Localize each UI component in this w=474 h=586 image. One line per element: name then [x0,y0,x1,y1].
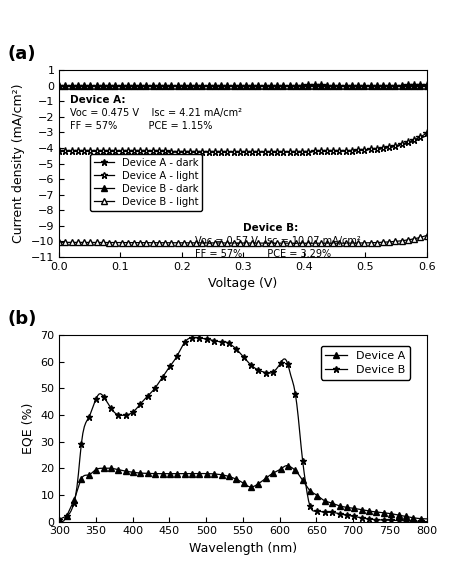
Y-axis label: EQE (%): EQE (%) [22,403,35,454]
Device A - dark [56,83,62,90]
Device A - dark [424,81,429,88]
Device A - light [118,148,124,155]
Device B [270,369,276,376]
Line: Device A - dark: Device A - dark [55,81,430,90]
X-axis label: Voltage (V): Voltage (V) [208,277,278,290]
Line: Device A - light: Device A - light [55,130,430,155]
Device A - light [175,148,181,155]
Device B - dark [287,82,292,89]
Device A - dark [162,83,168,90]
Device A [205,470,211,477]
Text: Voc = 0.57 V  Isc = 10.07 mA/cm²: Voc = 0.57 V Isc = 10.07 mA/cm² [195,236,361,246]
Legend: Device A, Device B: Device A, Device B [321,346,410,380]
Device B [424,518,429,525]
Device A [283,462,289,469]
Device B [210,337,216,344]
Device A - dark [118,83,124,90]
Device B [410,517,416,524]
Device B - light [162,239,168,246]
Device B - light [181,239,187,246]
Device B [117,411,123,418]
Device A - light [262,148,267,155]
Device A - light [162,148,168,155]
Device A [56,517,62,524]
Text: (a): (a) [8,45,36,63]
Text: (b): (b) [8,309,37,328]
Device A - light [424,130,429,137]
Device B - light [318,240,324,247]
Text: Device B:: Device B: [243,223,298,233]
Device B [205,336,211,343]
Device A [58,518,64,525]
Device A - light [150,148,155,155]
Device A - light [293,148,299,155]
Device B - dark [424,82,429,89]
Legend: Device A - dark, Device A - light, Device B - dark, Device B - light: Device A - dark, Device A - light, Devic… [90,154,202,211]
Device B - dark [356,82,361,89]
Device B - light [150,239,155,246]
Line: Device B - light: Device B - light [56,233,430,246]
Text: Device A:: Device A: [70,94,126,104]
Device B - light [424,232,429,239]
Device B [311,507,317,515]
Device A [424,515,429,522]
Line: Device A: Device A [56,463,429,524]
Device A - dark [318,81,324,88]
Device A [412,515,418,522]
Device A [270,469,276,476]
Device A - dark [287,82,292,89]
Text: FF = 57%          PCE = 1.15%: FF = 57% PCE = 1.15% [70,121,213,131]
Device A - light [56,148,62,155]
Device B - dark [56,83,62,90]
Device A - dark [175,83,181,90]
Device B - dark [150,83,155,90]
Y-axis label: Current density (mA/cm²): Current density (mA/cm²) [12,84,26,243]
Text: Voc = 0.475 V    Isc = 4.21 mA/cm²: Voc = 0.475 V Isc = 4.21 mA/cm² [70,108,242,118]
Device B - dark [162,83,168,90]
Device B - light [56,239,62,246]
Device B - light [118,239,124,246]
Device A [313,491,319,498]
Device B [192,334,198,341]
Device B - dark [175,83,181,90]
Device B - light [287,240,292,247]
Device A - dark [150,83,155,90]
X-axis label: Wavelength (nm): Wavelength (nm) [189,542,297,555]
Line: Device B: Device B [56,335,430,524]
Device B - dark [181,83,187,90]
Device A [210,471,216,478]
Line: Device B - dark: Device B - dark [56,83,430,89]
Device B - dark [118,83,124,90]
Device B - light [175,239,181,246]
Device A [118,467,124,474]
Device A - light [181,148,187,155]
Device A - dark [181,83,187,90]
Text: FF = 57%        PCE = 3.29%: FF = 57% PCE = 3.29% [195,249,331,260]
Device B [56,517,62,524]
